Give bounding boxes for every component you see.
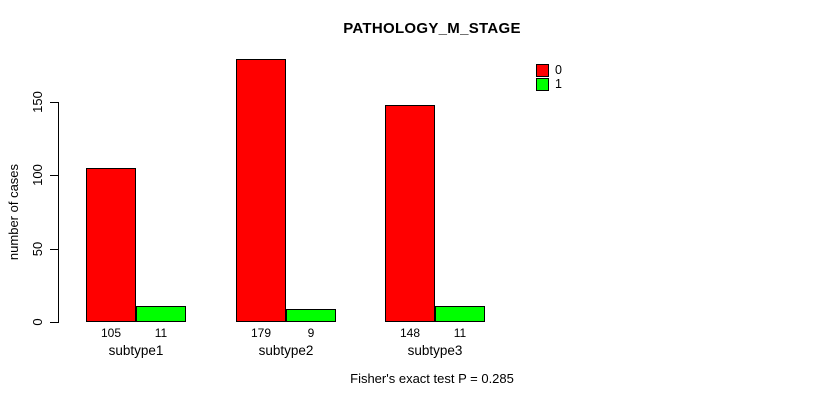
y-axis-tick [50,322,58,323]
y-tick-label: 150 [30,91,45,113]
bar-series1-subtype3 [435,306,485,322]
bar-value-label: 105 [100,326,122,340]
bar-series0-subtype1 [86,168,136,322]
y-axis-tick [50,175,58,176]
bar-value-label: 179 [250,326,272,340]
y-axis-tick [50,249,58,250]
bar-value-label: 11 [154,326,168,340]
bar-value-label: 11 [453,326,467,340]
bar-value-label: 148 [399,326,421,340]
y-axis-line [58,102,59,323]
y-axis-tick [50,102,58,103]
bar-value-label: 9 [307,326,315,340]
y-tick-label: 50 [30,241,45,257]
y-tick-label: 0 [30,318,45,326]
category-label: subtype2 [258,343,314,358]
y-tick-label: 100 [30,164,45,186]
bar-series0-subtype3 [385,105,435,322]
category-label: subtype1 [108,343,164,358]
bar-series1-subtype2 [286,309,336,322]
bar-series0-subtype2 [236,59,286,322]
legend-swatch-0 [536,64,549,77]
bar-series1-subtype1 [136,306,186,322]
fisher-test-annotation: Fisher's exact test P = 0.285 [350,371,514,386]
legend-swatch-1 [536,78,549,91]
legend-label-1: 1 [555,77,562,91]
y-axis-label: number of cases [6,163,21,261]
category-label: subtype3 [407,343,463,358]
legend-label-0: 0 [555,63,562,77]
chart-title: PATHOLOGY_M_STAGE [343,20,521,37]
